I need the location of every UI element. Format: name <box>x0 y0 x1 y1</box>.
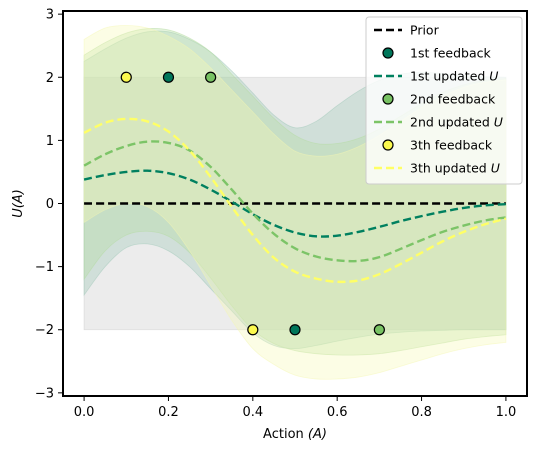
3th-updated-u-line <box>83 117 507 284</box>
x-axis-label-text: Action <box>263 427 304 442</box>
x-tick-label: 0.8 <box>411 405 432 420</box>
x-tick-label: 1.0 <box>496 405 517 420</box>
x-tick-label: 0.2 <box>158 405 179 420</box>
y-tick-label: 3 <box>46 8 54 23</box>
legend-swatch <box>382 93 394 105</box>
2nd-feedback-point-2 <box>373 324 385 336</box>
2nd-feedback-point-1 <box>205 71 217 83</box>
legend-label: 3th feedback <box>410 138 493 153</box>
legend-label: 3th updated U <box>410 161 500 176</box>
3th-feedback-point-1 <box>120 71 132 83</box>
legend-label: 2nd feedback <box>410 92 496 107</box>
x-tick-label: 0.0 <box>74 405 95 420</box>
y-tick-label: 2 <box>46 71 54 86</box>
legend-swatch <box>382 139 394 151</box>
feedback-points <box>120 71 385 336</box>
y-tick-label: 1 <box>46 134 54 149</box>
mean-lines <box>83 117 507 284</box>
2nd-updated-u-line <box>83 140 507 263</box>
x-axis-label-symbol: (A) <box>308 427 327 442</box>
3th-feedback-point-2 <box>247 324 259 336</box>
legend-label: Prior <box>410 23 440 38</box>
legend-box <box>365 16 523 185</box>
x-axis-label: Action (A) <box>263 427 327 442</box>
legend-label: 2nd updated U <box>410 115 503 130</box>
1st-feedback-point-2 <box>289 324 301 336</box>
legend-label: 1st updated U <box>410 69 498 84</box>
y-tick-label: −1 <box>35 260 54 275</box>
y-axis-ticks: −3 −2 −1 0 1 2 3 <box>35 8 63 401</box>
x-tick-label: 0.4 <box>242 405 263 420</box>
y-tick-label: −3 <box>35 386 54 401</box>
y-tick-label: −2 <box>35 323 54 338</box>
x-axis-ticks: 0.0 0.2 0.4 0.6 0.8 1.0 <box>74 396 517 420</box>
x-tick-label: 0.6 <box>327 405 348 420</box>
legend-label: 1st feedback <box>410 46 492 61</box>
legend-swatch <box>382 47 394 59</box>
y-axis-label: U(A) <box>11 189 26 218</box>
1st-feedback-point-1 <box>162 71 175 83</box>
legend: Prior 1st feedback 1st updated U 2nd feedba… <box>365 16 523 185</box>
y-tick-label: 0 <box>46 197 54 212</box>
